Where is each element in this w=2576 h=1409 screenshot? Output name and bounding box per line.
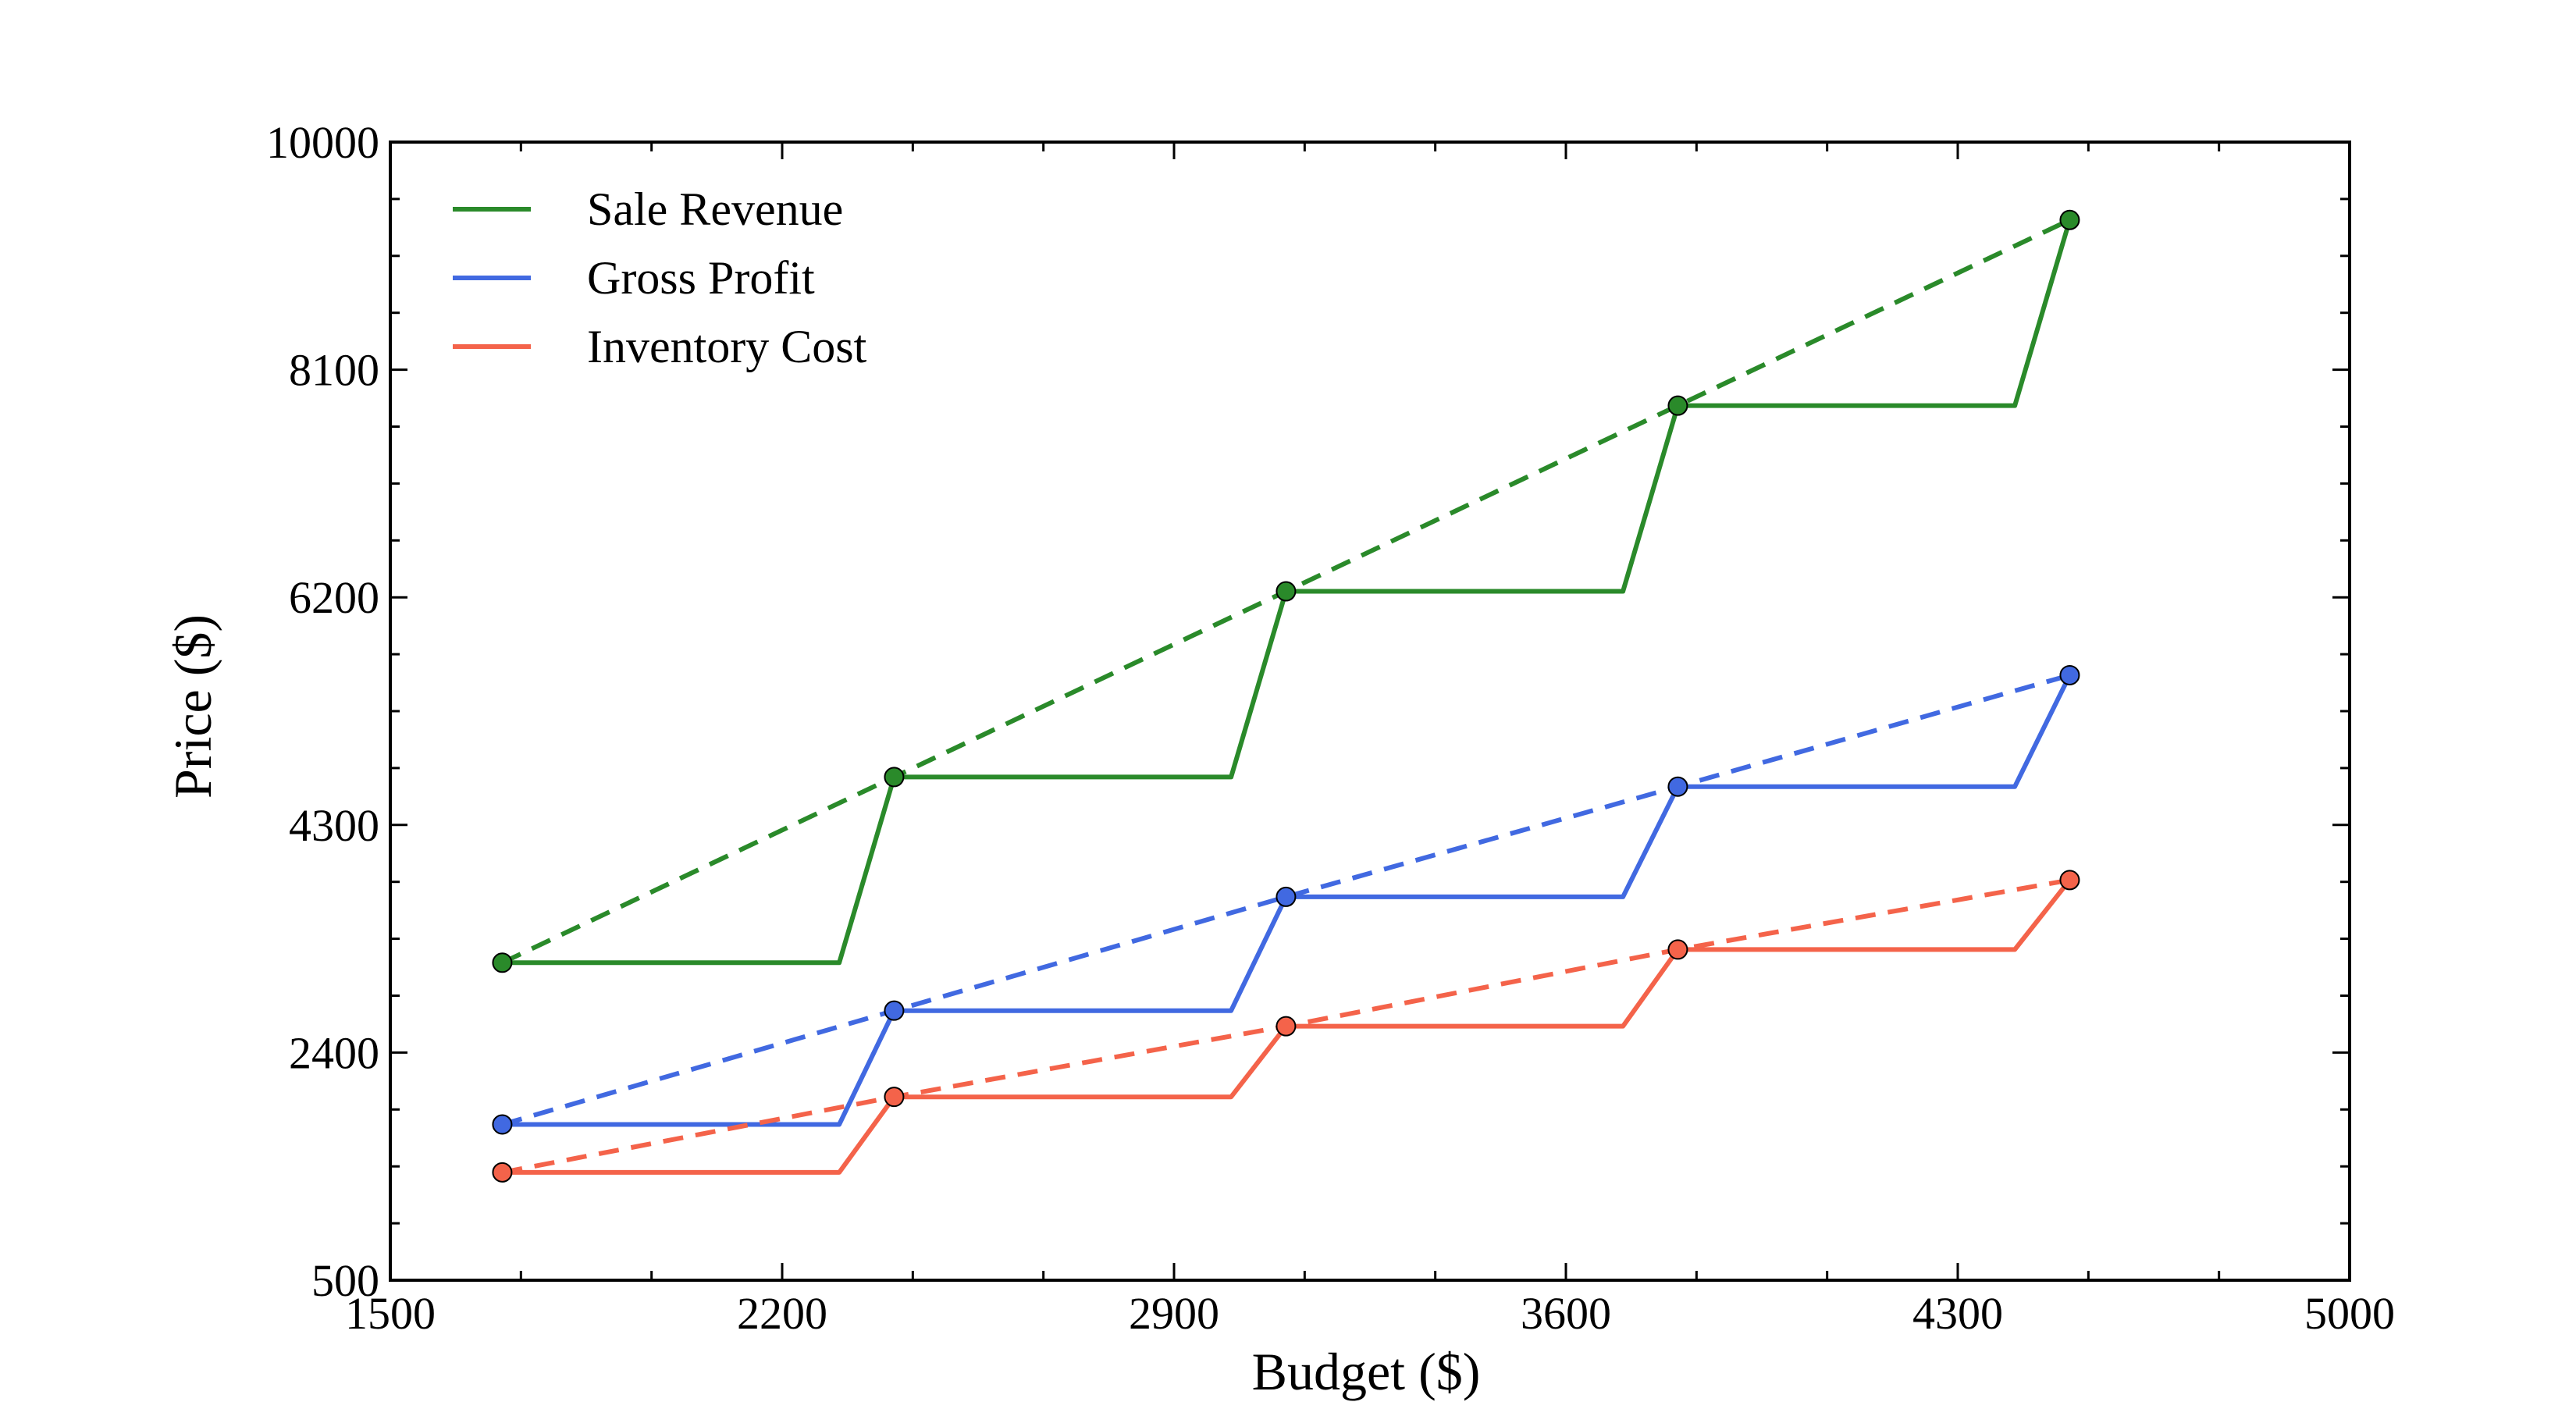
sale-revenue-point	[492, 952, 513, 973]
y-tick-label: 6200	[289, 572, 379, 623]
x-tick-label: 4300	[1912, 1288, 2003, 1339]
inventory-cost-point	[1667, 939, 1688, 960]
x-tick-label: 5000	[2304, 1288, 2395, 1339]
sale-revenue-point	[2059, 209, 2080, 230]
legend-label-sale-revenue: Sale Revenue	[587, 183, 843, 235]
inventory-cost-point	[492, 1162, 513, 1183]
y-tick-label: 8100	[289, 345, 379, 396]
gross-profit-point	[1667, 776, 1688, 797]
y-tick-label: 4300	[289, 800, 379, 851]
legend-label-inventory-cost: Inventory Cost	[587, 321, 867, 372]
x-axis-title: Budget ($)	[1252, 1342, 1481, 1401]
gross-profit-point	[884, 1000, 905, 1021]
inventory-cost-point	[884, 1087, 905, 1108]
gross-profit-trend-line	[501, 673, 2071, 1127]
inventory-cost-point	[2059, 870, 2080, 891]
inventory-cost-point	[1276, 1016, 1297, 1037]
y-tick-label: 500	[311, 1255, 379, 1306]
sale-revenue-point	[1276, 581, 1297, 602]
x-tick-label: 1500	[345, 1288, 436, 1339]
sale-revenue-point	[1667, 395, 1688, 416]
y-axis-title: Price ($)	[163, 614, 222, 799]
x-tick-label: 2200	[737, 1288, 827, 1339]
y-tick-label: 10000	[266, 117, 379, 168]
x-tick-label: 2900	[1129, 1288, 1219, 1339]
gross-profit-point	[492, 1114, 513, 1135]
plot-frame	[389, 141, 2351, 1282]
legend-label-gross-profit: Gross Profit	[587, 252, 815, 304]
gross-profit-point	[1276, 886, 1297, 907]
x-tick-label: 3600	[1521, 1288, 1611, 1339]
gross-profit-point	[2059, 664, 2080, 685]
y-tick-label: 2400	[289, 1027, 379, 1078]
sale-revenue-point	[884, 767, 905, 788]
